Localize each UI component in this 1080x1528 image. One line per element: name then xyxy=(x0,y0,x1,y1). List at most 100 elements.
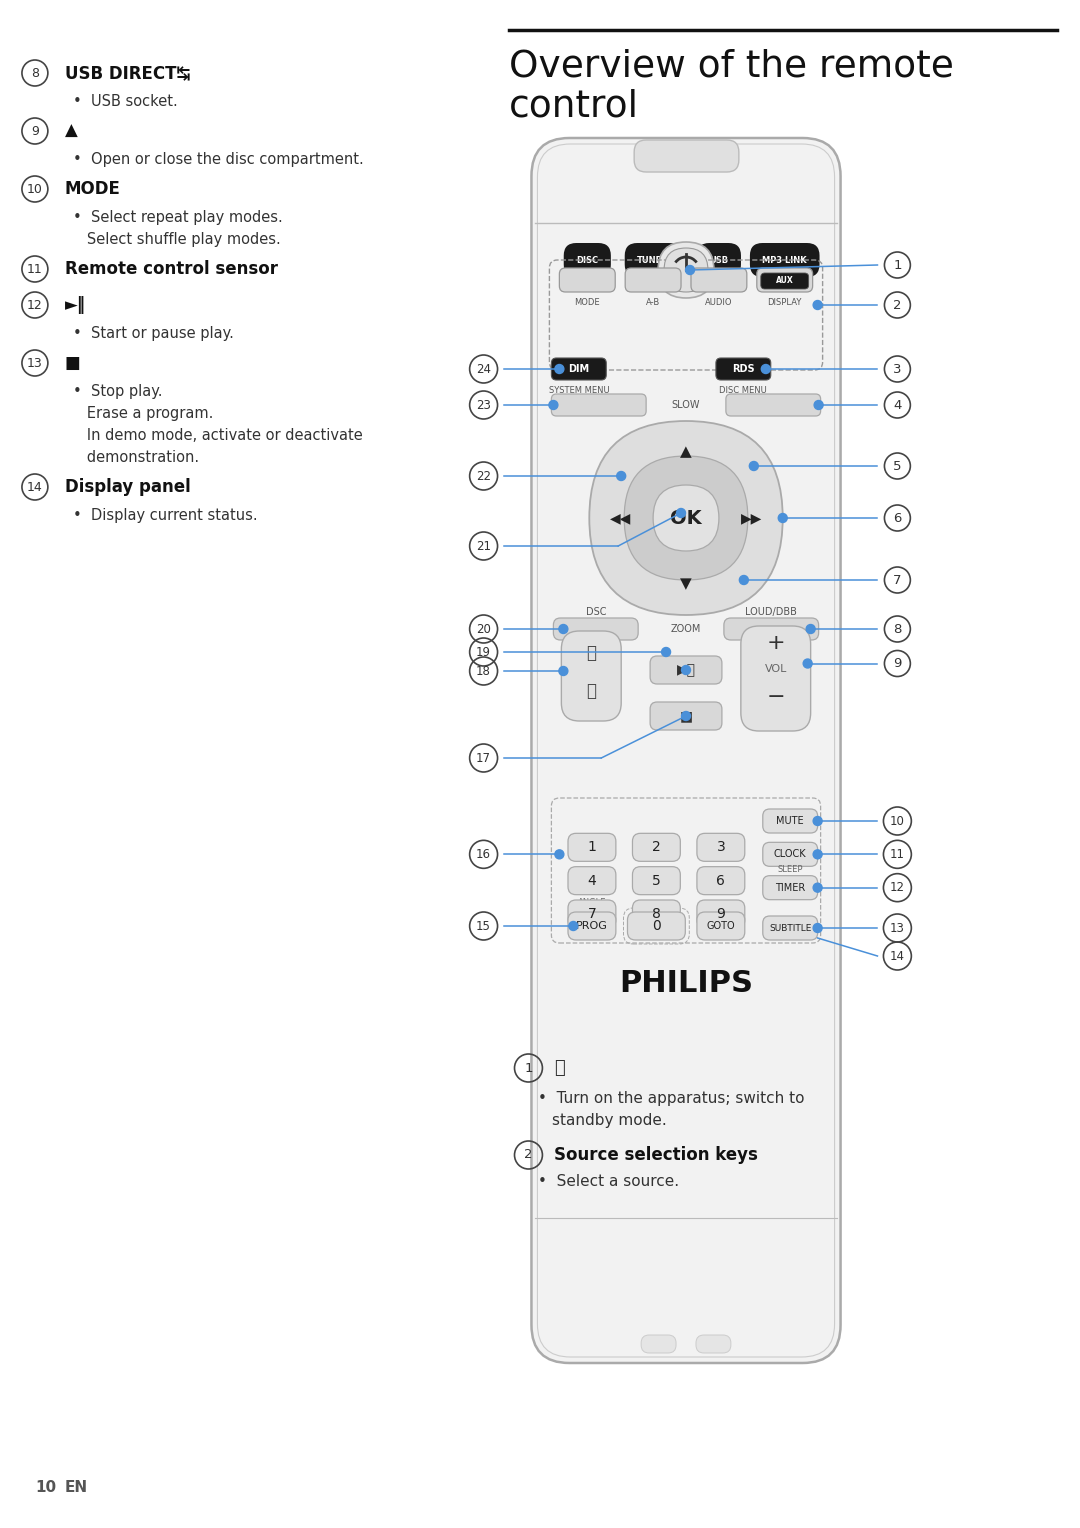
Circle shape xyxy=(555,365,564,373)
Text: 5: 5 xyxy=(652,874,661,888)
Text: ANGLE: ANGLE xyxy=(578,897,606,906)
Circle shape xyxy=(750,461,758,471)
Circle shape xyxy=(681,712,690,721)
Text: GOTO: GOTO xyxy=(706,921,735,931)
Text: 14: 14 xyxy=(27,480,43,494)
Text: OK: OK xyxy=(671,509,702,527)
FancyBboxPatch shape xyxy=(757,267,812,292)
Text: 9: 9 xyxy=(893,657,902,669)
Text: −: − xyxy=(767,688,785,707)
Circle shape xyxy=(676,509,686,518)
Text: MODE: MODE xyxy=(575,298,600,307)
Text: 12: 12 xyxy=(27,298,43,312)
Text: •  Turn on the apparatus; switch to: • Turn on the apparatus; switch to xyxy=(539,1091,805,1105)
Text: RDS: RDS xyxy=(732,364,755,374)
Circle shape xyxy=(814,400,823,410)
FancyBboxPatch shape xyxy=(726,394,821,416)
Text: DIM: DIM xyxy=(568,364,590,374)
Text: ▼: ▼ xyxy=(680,576,692,591)
Circle shape xyxy=(740,576,748,585)
FancyBboxPatch shape xyxy=(627,912,686,940)
Text: +: + xyxy=(767,633,785,652)
Text: SLOW: SLOW xyxy=(672,400,700,410)
Text: MUTE: MUTE xyxy=(777,816,804,827)
Text: 8: 8 xyxy=(893,622,902,636)
Text: ■: ■ xyxy=(65,354,81,371)
Text: 18: 18 xyxy=(476,665,491,677)
Text: 13: 13 xyxy=(27,356,43,370)
Text: SUBTITLE: SUBTITLE xyxy=(769,923,811,932)
Text: 0: 0 xyxy=(652,918,661,934)
Circle shape xyxy=(761,365,770,373)
Circle shape xyxy=(806,625,815,634)
Text: standby mode.: standby mode. xyxy=(552,1112,667,1128)
FancyBboxPatch shape xyxy=(697,900,745,927)
Text: •  Display current status.: • Display current status. xyxy=(72,507,257,523)
FancyBboxPatch shape xyxy=(762,915,818,940)
Text: 2: 2 xyxy=(524,1149,532,1161)
Circle shape xyxy=(549,400,558,410)
Text: •  Select a source.: • Select a source. xyxy=(539,1174,679,1189)
Text: ▲: ▲ xyxy=(65,122,78,141)
FancyBboxPatch shape xyxy=(650,656,721,685)
Text: 22: 22 xyxy=(476,469,491,483)
Circle shape xyxy=(686,266,694,275)
Text: 11: 11 xyxy=(27,263,43,275)
FancyBboxPatch shape xyxy=(697,833,745,862)
Text: 3: 3 xyxy=(716,840,726,854)
Text: In demo mode, activate or deactivate: In demo mode, activate or deactivate xyxy=(72,428,363,443)
FancyBboxPatch shape xyxy=(762,842,818,866)
Text: PHILIPS: PHILIPS xyxy=(619,969,753,998)
Circle shape xyxy=(804,659,812,668)
Text: Source selection keys: Source selection keys xyxy=(554,1146,758,1164)
Text: 17: 17 xyxy=(476,752,491,764)
Text: 6: 6 xyxy=(893,512,902,524)
Text: •  Stop play.: • Stop play. xyxy=(72,384,162,399)
Text: MODE: MODE xyxy=(65,180,121,199)
Text: 19: 19 xyxy=(476,645,491,659)
FancyBboxPatch shape xyxy=(697,912,745,940)
Text: 1: 1 xyxy=(588,840,596,854)
Text: 21: 21 xyxy=(476,539,491,553)
Text: Overview of the remote: Overview of the remote xyxy=(509,47,954,84)
Text: PROG: PROG xyxy=(576,921,608,931)
FancyBboxPatch shape xyxy=(559,267,616,292)
Circle shape xyxy=(558,666,568,675)
Text: USB DIRECT↹: USB DIRECT↹ xyxy=(65,64,190,83)
Text: •  Select repeat play modes.: • Select repeat play modes. xyxy=(72,209,283,225)
Text: ■: ■ xyxy=(679,709,692,723)
Text: 10: 10 xyxy=(890,814,905,828)
FancyBboxPatch shape xyxy=(568,866,616,895)
Text: control: control xyxy=(509,89,638,124)
FancyBboxPatch shape xyxy=(633,866,680,895)
Text: ▲: ▲ xyxy=(680,445,692,460)
Text: ⏮: ⏮ xyxy=(586,681,596,700)
FancyBboxPatch shape xyxy=(568,833,616,862)
Circle shape xyxy=(681,666,690,674)
Text: ◀◀: ◀◀ xyxy=(609,510,631,526)
Text: LOUD/DBB: LOUD/DBB xyxy=(745,607,797,617)
Circle shape xyxy=(813,850,822,859)
Text: 10: 10 xyxy=(27,182,43,196)
Text: SYSTEM MENU: SYSTEM MENU xyxy=(549,385,609,394)
Text: 8: 8 xyxy=(652,908,661,921)
Text: TUNER: TUNER xyxy=(637,255,669,264)
Circle shape xyxy=(558,625,568,634)
Text: AUDIO: AUDIO xyxy=(705,298,732,307)
Circle shape xyxy=(813,301,822,310)
Text: 9: 9 xyxy=(716,908,726,921)
Text: ▶⏸: ▶⏸ xyxy=(676,663,696,677)
Text: USB: USB xyxy=(710,255,729,264)
FancyBboxPatch shape xyxy=(696,1335,731,1352)
Text: DISPLAY: DISPLAY xyxy=(768,298,802,307)
Text: 2: 2 xyxy=(893,298,902,312)
FancyBboxPatch shape xyxy=(633,900,680,927)
Text: 7: 7 xyxy=(893,573,902,587)
Text: 9: 9 xyxy=(31,124,39,138)
FancyBboxPatch shape xyxy=(741,626,811,730)
Text: MP3 LINK: MP3 LINK xyxy=(762,255,807,264)
Text: 11: 11 xyxy=(890,848,905,860)
Text: •  USB socket.: • USB socket. xyxy=(72,93,177,108)
FancyBboxPatch shape xyxy=(634,141,739,173)
FancyBboxPatch shape xyxy=(724,617,819,640)
